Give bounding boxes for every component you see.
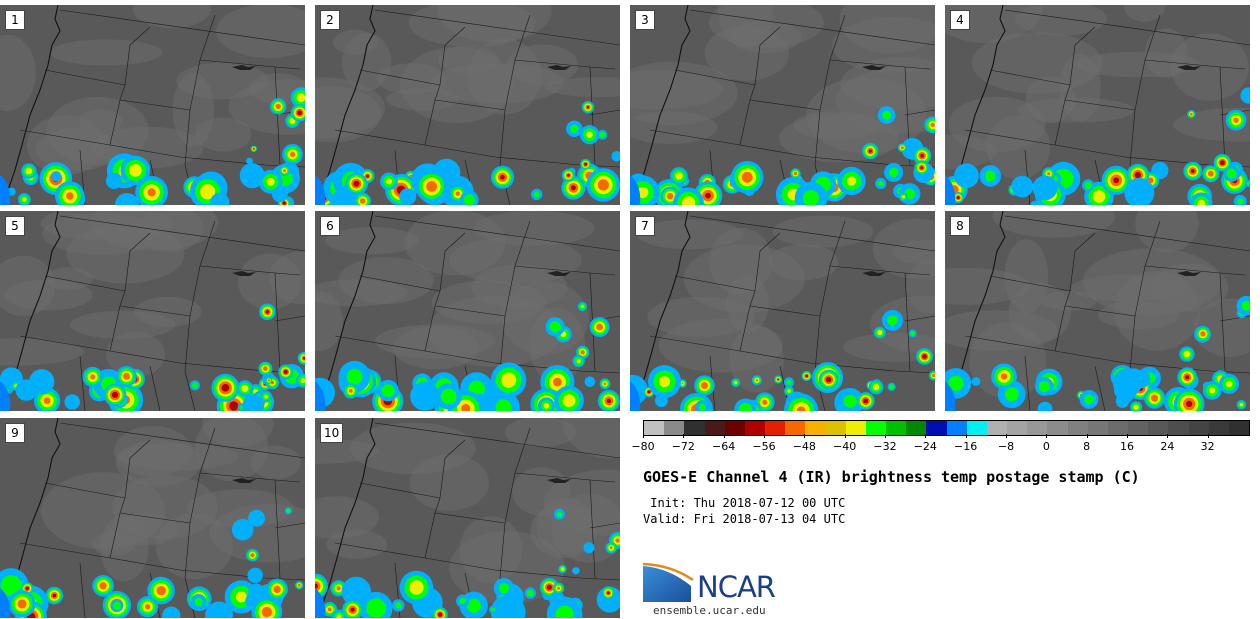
colorbar-cell — [1087, 421, 1108, 435]
colorbar-cell — [946, 421, 967, 435]
colorbar-tick-mark — [683, 434, 685, 438]
colorbar-cell — [1168, 421, 1189, 435]
colorbar-cell — [664, 421, 685, 435]
colorbar-tick-label: 24 — [1160, 440, 1175, 453]
colorbar-tick-mark — [885, 434, 886, 438]
colorbar-tick-mark — [1127, 434, 1128, 438]
colorbar-tick-mark — [925, 434, 927, 438]
colorbar-cell — [644, 421, 665, 435]
colorbar-cell — [1027, 421, 1048, 435]
postage-stamp-panel: 4 — [945, 5, 1250, 205]
colorbar-tick-mark — [965, 434, 967, 438]
panel-number-label: 9 — [5, 423, 25, 443]
colorbar-cell — [744, 421, 766, 435]
colorbar-tick-label: 8 — [1083, 440, 1091, 453]
colorbar-tick-label: −16 — [954, 440, 978, 453]
colorbar-tick-label: −80 — [631, 440, 655, 453]
colorbar-cell — [785, 421, 806, 435]
colorbar-tick-mark — [1167, 434, 1169, 438]
colorbar-tick-mark — [804, 434, 806, 438]
colorbar-cell — [825, 421, 846, 435]
panel-number-label: 6 — [320, 216, 340, 236]
colorbar-tick-mark — [844, 434, 846, 438]
colorbar-tick-mark — [1006, 434, 1007, 438]
colorbar-tick-label: −40 — [833, 440, 857, 453]
postage-stamp-panel: 3 — [630, 5, 935, 205]
valid-time: Valid: Fri 2018-07-13 04 UTC — [643, 512, 846, 526]
colorbar-tick-label: 32 — [1200, 440, 1215, 453]
colorbar-tick-label: −48 — [792, 440, 816, 453]
panel-number-label: 7 — [635, 216, 655, 236]
colorbar-tick-label: −72 — [671, 440, 695, 453]
colorbar-cell — [704, 421, 725, 435]
postage-stamp-panel: 2 — [315, 5, 620, 205]
colorbar-cell — [986, 421, 1008, 435]
postage-stamp-panel: 8 — [945, 211, 1250, 411]
colorbar-cell — [805, 421, 826, 435]
colorbar-tick-label: 16 — [1120, 440, 1134, 453]
colorbar-cell — [845, 421, 866, 435]
colorbar-tick-mark — [643, 434, 644, 438]
colorbar-cell — [906, 421, 927, 435]
logo-url: ensemble.ucar.edu — [653, 604, 766, 617]
postage-stamp-panel: 6 — [315, 211, 620, 411]
colorbar-tick-label: −64 — [712, 440, 736, 453]
temperature-colorbar — [643, 420, 1250, 436]
colorbar-ticks: −80 −72 −64 −56 −48 −40 −32 −24 −16 −8 0 8 16 24 32 — [631, 434, 1248, 458]
panel-number-label: 4 — [950, 10, 970, 30]
colorbar-cell — [1228, 421, 1250, 435]
colorbar-cell — [684, 421, 705, 435]
panel-number-label: 2 — [320, 10, 340, 30]
colorbar-tick-label: −56 — [752, 440, 776, 453]
postage-stamp-panel: 1 — [0, 5, 305, 205]
colorbar-cell — [1208, 421, 1229, 435]
postage-stamp-panel: 9 — [0, 418, 305, 618]
colorbar-cell — [1128, 421, 1149, 435]
postage-stamp-panel: 10 — [315, 418, 620, 618]
ncar-logo-icon — [643, 562, 694, 602]
colorbar-tick-label: −32 — [873, 440, 897, 453]
colorbar-tick-mark — [1046, 434, 1048, 438]
colorbar-cell — [1067, 421, 1088, 435]
colorbar-cell — [1148, 421, 1169, 435]
panel-number-label: 8 — [950, 216, 970, 236]
colorbar-cell — [765, 421, 786, 435]
colorbar-cell — [926, 421, 947, 435]
colorbar-cell — [1007, 421, 1028, 435]
init-time: Init: Thu 2018-07-12 00 UTC — [643, 496, 846, 510]
panel-number-label: 1 — [5, 10, 25, 30]
colorbar-tick-label: 0 — [1042, 440, 1050, 453]
logo-wordmark: NCAR — [697, 570, 776, 604]
colorbar-cell — [1188, 421, 1209, 435]
colorbar-cell — [886, 421, 907, 435]
colorbar-tick-mark — [723, 434, 725, 438]
figure-title: GOES-E Channel 4 (IR) brightness temp po… — [643, 468, 1140, 486]
colorbar-cell — [724, 421, 745, 435]
colorbar-cell — [966, 421, 987, 435]
panel-number-label: 5 — [5, 216, 25, 236]
colorbar-tick-mark — [764, 434, 765, 438]
colorbar-cell — [1047, 421, 1068, 435]
colorbar-cell — [1107, 421, 1129, 435]
colorbar-tick-mark — [1207, 434, 1209, 438]
panel-number-label: 3 — [635, 10, 655, 30]
postage-stamp-panel: 7 — [630, 211, 935, 411]
colorbar-tick-label: −24 — [913, 440, 937, 453]
colorbar-cell — [865, 421, 887, 435]
colorbar-tick-mark — [1086, 434, 1088, 438]
colorbar-tick-label: −8 — [997, 440, 1015, 453]
panel-number-label: 10 — [320, 423, 344, 443]
postage-stamp-panel: 5 — [0, 211, 305, 411]
